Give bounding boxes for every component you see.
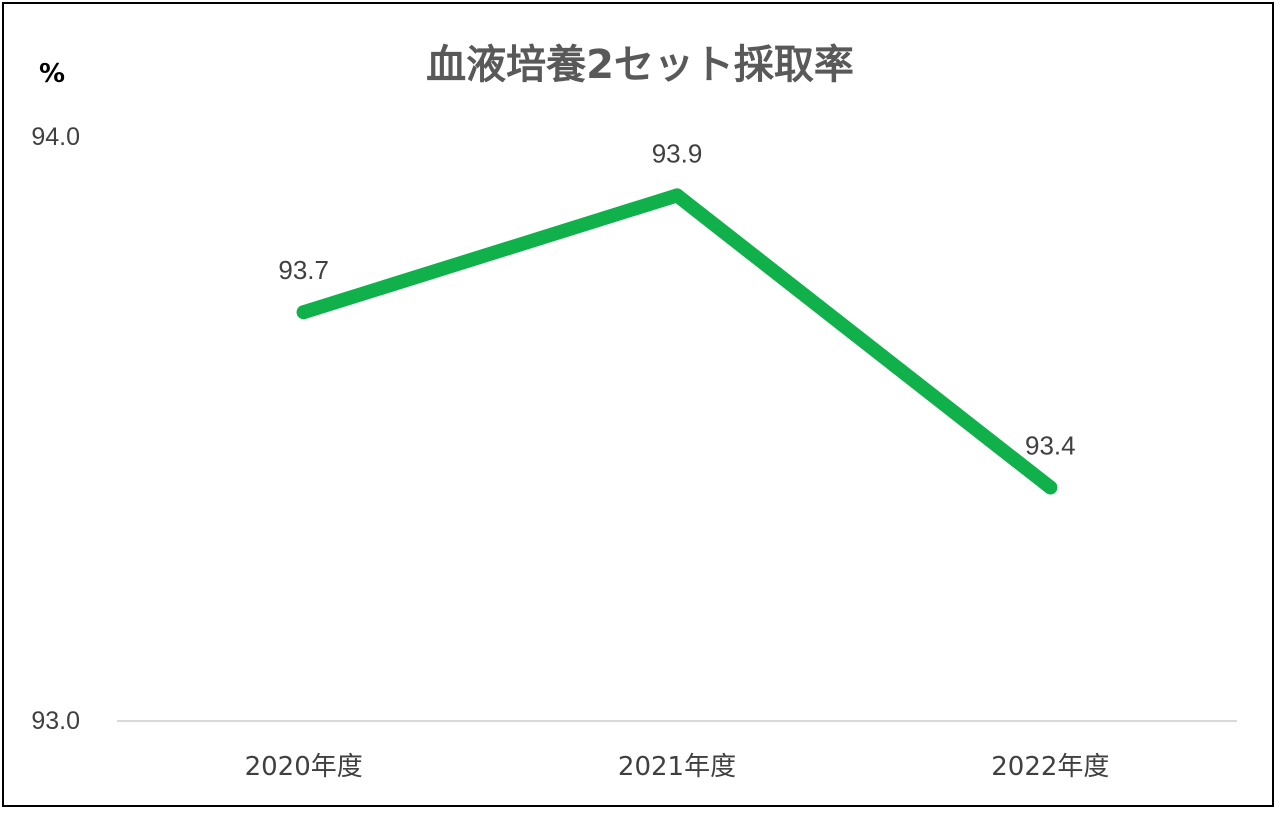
y-tick-label: 94.0 xyxy=(31,123,80,151)
series-line xyxy=(296,188,1058,495)
x-tick-label: 2020年度 xyxy=(245,752,363,782)
y-tick-label: 93.0 xyxy=(31,707,80,735)
data-label: 93.9 xyxy=(652,138,703,168)
data-point xyxy=(670,188,684,203)
series-lines xyxy=(296,188,1058,495)
data-labels: 93.7 93.9 93.4 xyxy=(278,138,1075,460)
x-tick-labels: 2020年度 2021年度 2022年度 xyxy=(245,752,1110,782)
y-axis-unit-label: % xyxy=(39,59,65,89)
data-point xyxy=(1043,480,1058,495)
x-tick-label: 2022年度 xyxy=(991,752,1109,782)
data-point xyxy=(296,305,311,320)
x-tick-label: 2021年度 xyxy=(618,752,736,782)
y-tick-labels: 93.0 94.0 xyxy=(31,123,80,735)
data-label: 93.4 xyxy=(1025,430,1076,460)
chart-title: 血液培養2セット採取率 xyxy=(426,42,854,88)
data-label: 93.7 xyxy=(278,255,329,285)
